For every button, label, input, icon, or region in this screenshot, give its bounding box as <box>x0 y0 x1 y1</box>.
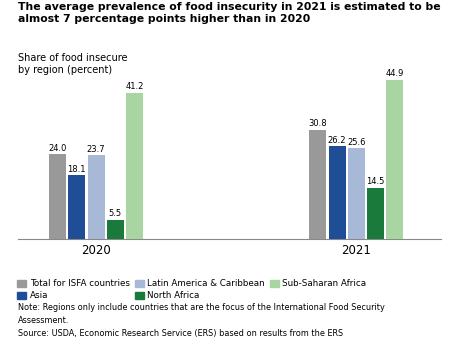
Bar <box>107 220 124 239</box>
Text: 44.9: 44.9 <box>386 69 404 78</box>
Text: Share of food insecure
by region (percent): Share of food insecure by region (percen… <box>18 53 127 75</box>
Bar <box>88 155 104 239</box>
Bar <box>68 175 86 239</box>
Bar <box>126 93 143 239</box>
Text: 25.6: 25.6 <box>347 138 366 147</box>
Bar <box>367 188 384 239</box>
Text: 24.0: 24.0 <box>49 144 67 153</box>
Text: 5.5: 5.5 <box>109 209 122 219</box>
Bar <box>49 154 66 239</box>
Bar <box>310 130 326 239</box>
Bar <box>348 148 365 239</box>
Text: 23.7: 23.7 <box>87 145 105 154</box>
Text: Assessment.: Assessment. <box>18 316 69 325</box>
Bar <box>387 80 403 239</box>
Bar <box>328 146 346 239</box>
Text: 26.2: 26.2 <box>328 136 346 145</box>
Text: 41.2: 41.2 <box>126 82 144 91</box>
Legend: Total for ISFA countries, Asia, Latin America & Caribbean, North Africa, Sub-Sah: Total for ISFA countries, Asia, Latin Am… <box>14 276 370 304</box>
Text: 14.5: 14.5 <box>366 177 385 186</box>
Text: The average prevalence of food insecurity in 2021 is estimated to be
almost 7 pe: The average prevalence of food insecurit… <box>18 2 441 24</box>
Text: Source: USDA, Economic Research Service (ERS) based on results from the ERS: Source: USDA, Economic Research Service … <box>18 329 343 338</box>
Text: 18.1: 18.1 <box>68 165 86 174</box>
Text: Note: Regions only include countries that are the focus of the International Foo: Note: Regions only include countries tha… <box>18 303 385 312</box>
Text: 30.8: 30.8 <box>309 119 327 129</box>
